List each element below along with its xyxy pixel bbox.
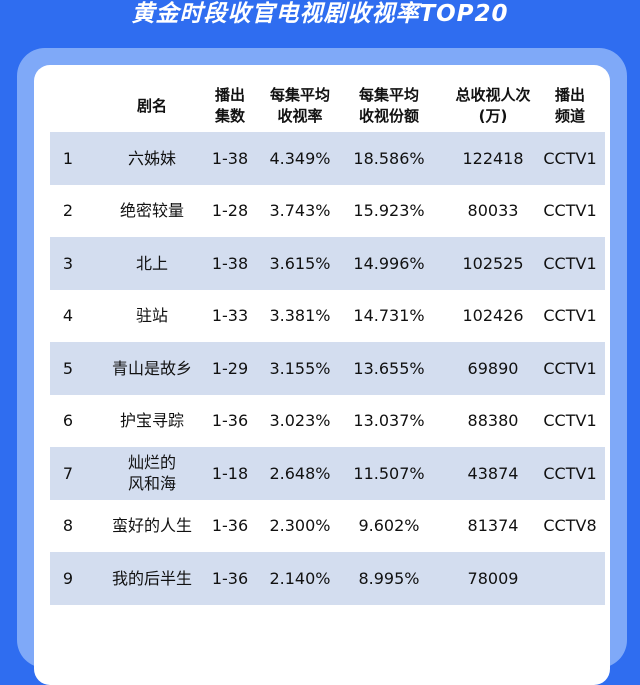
row-channel: CCTV1 bbox=[543, 306, 597, 326]
header-rank bbox=[50, 80, 86, 132]
row-total-viewers: 88380 bbox=[467, 411, 519, 431]
row-name: 青山是故乡 bbox=[111, 358, 192, 378]
row-channel: CCTV1 bbox=[543, 148, 597, 168]
row-avg-rating: 4.349% bbox=[269, 148, 331, 168]
table-row: 2 绝密较量 1-28 3.743% 15.923% 80033 CCTV1 bbox=[50, 185, 605, 238]
row-rank: 9 bbox=[62, 568, 74, 588]
row-episodes: 1-28 bbox=[211, 201, 249, 221]
row-avg-share: 18.586% bbox=[353, 148, 425, 168]
row-episodes: 1-36 bbox=[211, 516, 249, 536]
header-avg-share: 每集平均 收视份额 bbox=[358, 86, 419, 125]
row-rank: 1 bbox=[62, 148, 74, 168]
row-avg-rating: 3.023% bbox=[269, 411, 331, 431]
row-name: 我的后半生 bbox=[111, 568, 192, 588]
page-title: 黄金时段收官电视剧收视率TOP20 bbox=[131, 1, 509, 27]
row-episodes: 1-38 bbox=[211, 253, 249, 273]
row-episodes: 1-38 bbox=[211, 148, 249, 168]
row-name: 驻站 bbox=[135, 306, 168, 326]
row-channel: CCTV1 bbox=[543, 463, 597, 483]
row-episodes: 1-36 bbox=[211, 568, 249, 588]
ratings-table: 剧名 播出 集数 每集平均 收视率 每集平均 收视份额 总收视人次 (万) 播出… bbox=[50, 80, 605, 605]
row-name: 绝密较量 bbox=[119, 201, 184, 221]
header-episodes: 播出 集数 bbox=[214, 86, 245, 125]
row-channel: CCTV8 bbox=[543, 516, 597, 536]
row-channel: CCTV1 bbox=[543, 411, 597, 431]
table-row: 1 六姊妹 1-38 4.349% 18.586% 122418 CCTV1 bbox=[50, 132, 605, 185]
table-row: 8 蛮好的人生 1-36 2.300% 9.602% 81374 CCTV8 bbox=[50, 500, 605, 553]
table-row: 7 灿烂的 风和海 1-18 2.648% 11.507% 43874 CCTV… bbox=[50, 447, 605, 500]
row-total-viewers: 81374 bbox=[467, 516, 519, 536]
row-total-viewers: 43874 bbox=[467, 463, 519, 483]
row-total-viewers: 122418 bbox=[462, 148, 524, 168]
row-rank: 3 bbox=[62, 253, 74, 273]
row-avg-rating: 2.140% bbox=[269, 568, 331, 588]
row-episodes: 1-29 bbox=[211, 358, 249, 378]
row-episodes: 1-18 bbox=[211, 463, 249, 483]
table-row: 5 青山是故乡 1-29 3.155% 13.655% 69890 CCTV1 bbox=[50, 342, 605, 395]
row-total-viewers: 102426 bbox=[462, 306, 524, 326]
row-avg-share: 14.731% bbox=[353, 306, 425, 326]
row-name: 六姊妹 bbox=[127, 148, 176, 168]
row-avg-rating: 2.648% bbox=[269, 463, 331, 483]
row-channel: CCTV1 bbox=[543, 358, 597, 378]
row-avg-rating: 3.381% bbox=[269, 306, 331, 326]
row-rank: 7 bbox=[62, 463, 74, 483]
table-row: 3 北上 1-38 3.615% 14.996% 102525 CCTV1 bbox=[50, 237, 605, 290]
row-rank: 8 bbox=[62, 516, 74, 536]
row-name: 北上 bbox=[135, 253, 168, 273]
row-name: 灿烂的 风和海 bbox=[127, 453, 176, 494]
row-rank: 5 bbox=[62, 358, 74, 378]
header-channel: 播出 频道 bbox=[554, 86, 585, 125]
row-avg-rating: 3.155% bbox=[269, 358, 331, 378]
row-episodes: 1-33 bbox=[211, 306, 249, 326]
row-channel: CCTV1 bbox=[543, 253, 597, 273]
row-total-viewers: 69890 bbox=[467, 358, 519, 378]
row-total-viewers: 102525 bbox=[462, 253, 524, 273]
row-total-viewers: 78009 bbox=[467, 568, 519, 588]
table-row: 6 护宝寻踪 1-36 3.023% 13.037% 88380 CCTV1 bbox=[50, 395, 605, 448]
row-total-viewers: 80033 bbox=[467, 201, 519, 221]
row-channel: CCTV1 bbox=[543, 201, 597, 221]
row-name: 蛮好的人生 bbox=[111, 516, 192, 536]
row-episodes: 1-36 bbox=[211, 411, 249, 431]
row-rank: 2 bbox=[62, 201, 74, 221]
table-header-row: 剧名 播出 集数 每集平均 收视率 每集平均 收视份额 总收视人次 (万) 播出… bbox=[50, 80, 605, 132]
row-avg-rating: 2.300% bbox=[269, 516, 331, 536]
row-rank: 6 bbox=[62, 411, 74, 431]
row-avg-share: 14.996% bbox=[353, 253, 425, 273]
header-total-viewers: 总收视人次 (万) bbox=[455, 86, 531, 125]
table-row: 4 驻站 1-33 3.381% 14.731% 102426 CCTV1 bbox=[50, 290, 605, 343]
row-avg-share: 13.037% bbox=[353, 411, 425, 431]
header-name: 剧名 bbox=[136, 96, 167, 115]
row-avg-share: 11.507% bbox=[353, 463, 425, 483]
row-avg-share: 13.655% bbox=[353, 358, 425, 378]
row-rank: 4 bbox=[62, 306, 74, 326]
row-avg-rating: 3.743% bbox=[269, 201, 331, 221]
row-avg-rating: 3.615% bbox=[269, 253, 331, 273]
table-row: 9 我的后半生 1-36 2.140% 8.995% 78009 bbox=[50, 552, 605, 605]
header-avg-rating: 每集平均 收视率 bbox=[269, 86, 330, 125]
row-name: 护宝寻踪 bbox=[119, 411, 184, 431]
row-avg-share: 9.602% bbox=[358, 516, 420, 536]
row-avg-share: 15.923% bbox=[353, 201, 425, 221]
row-avg-share: 8.995% bbox=[358, 568, 420, 588]
